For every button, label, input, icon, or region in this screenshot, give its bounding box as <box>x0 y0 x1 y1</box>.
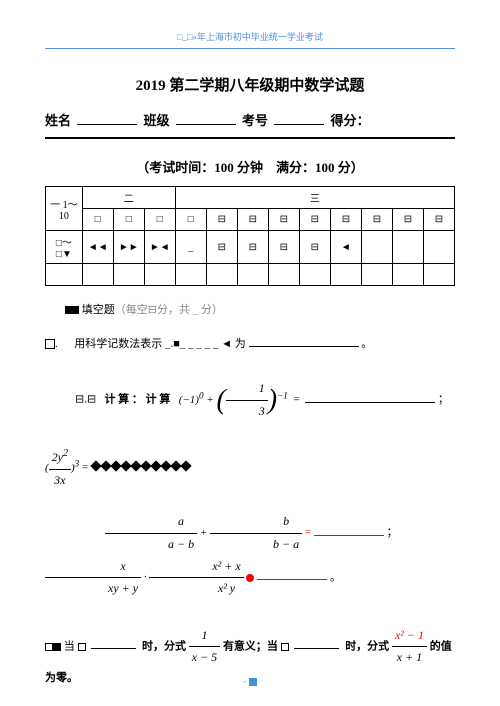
table-cell: ⊟ <box>299 209 330 231</box>
question-4: aa − b + bb − a = ； xxy + y · x² + xx² y… <box>45 511 455 599</box>
q4-expr: aa − b + bb − a <box>105 527 305 539</box>
q1-wei: 为 <box>235 338 246 350</box>
diamond-row <box>91 458 191 478</box>
table-cell: ⊟ <box>330 209 361 231</box>
table-section-1: 一 1～10 <box>46 187 83 231</box>
full-score-label: 满分：100 分） <box>276 160 364 175</box>
table-cell: ⊟ <box>206 209 237 231</box>
table-cell <box>361 264 392 286</box>
exam-no-label: 考号 <box>242 113 268 128</box>
page-footer: - <box>0 676 500 686</box>
table-cell: ►◄ <box>144 231 175 264</box>
section-header: 填空题（每空⊟分，共 _ 分） <box>45 301 455 317</box>
table-cell: □ <box>113 209 144 231</box>
page-header-text: □_□»年上海市初中毕业统一学业考试 <box>45 30 455 43</box>
table-cell: ⊟ <box>423 209 454 231</box>
answer-blank-red <box>314 535 384 536</box>
table-cell: ⊟ <box>268 209 299 231</box>
table-cell: ◄ <box>330 231 361 264</box>
class-blank <box>176 124 236 125</box>
q2-expr: (−1)0 + (13)−1 <box>179 394 291 406</box>
answer-blank-red <box>257 579 327 580</box>
q1-text: 用科学记数法表示 <box>74 338 162 350</box>
bullet-icon <box>45 643 53 651</box>
table-cell: ◄◄ <box>82 231 113 264</box>
table-cell: _ <box>175 231 206 264</box>
q3-expr: (2y23x)3 <box>45 462 82 474</box>
table-cell: ⊟ <box>299 231 330 264</box>
table-cell <box>392 264 423 286</box>
question-1: . 用科学记数法表示 _.■_ _ _ _ _ ◄ 为 。 <box>45 335 455 355</box>
q1-period: 。 <box>361 338 372 350</box>
table-cell <box>144 264 175 286</box>
q-bullet-icon <box>45 339 55 349</box>
table-cell <box>299 264 330 286</box>
header-prefix-icon: □_□» <box>177 32 197 42</box>
table-cell <box>423 231 454 264</box>
section-note: （每空⊟分，共 _ 分） <box>115 304 223 316</box>
answer-blank <box>294 648 339 649</box>
table-cell <box>392 231 423 264</box>
table-cell: ►► <box>113 231 144 264</box>
footer-icon <box>249 678 257 686</box>
student-info-line: 姓名 班级 考号 得分： <box>45 110 455 129</box>
table-cell <box>82 264 113 286</box>
table-cell <box>423 264 454 286</box>
table-cell: ⊟ <box>237 209 268 231</box>
table-cell: ⊟ <box>392 209 423 231</box>
score-table: 一 1～10 二 三 □ □ □ □ ⊟ ⊟ ⊟ ⊟ ⊟ ⊟ ⊟ ⊟ □～□▼ … <box>45 186 455 286</box>
bullet-icon <box>53 643 61 651</box>
table-section-2: 二 <box>82 187 175 209</box>
table-cell <box>46 264 83 286</box>
answer-blank <box>249 346 359 347</box>
table-cell: ⊟ <box>268 231 299 264</box>
exam-no-blank <box>274 124 324 125</box>
q2-label: 计 算 ： 计 算 <box>104 394 170 406</box>
table-cell <box>175 264 206 286</box>
name-label: 姓名 <box>45 113 71 128</box>
score-label: 得分 <box>331 113 357 128</box>
table-cell: □ <box>82 209 113 231</box>
table-cell: ⊟ <box>361 209 392 231</box>
section-mark-icon <box>65 306 79 314</box>
exam-info: （考试时间：100 分钟 满分：100 分） <box>45 157 455 176</box>
table-cell <box>268 264 299 286</box>
class-label: 班级 <box>144 113 170 128</box>
q2-marks: ⊟.⊟ <box>75 394 96 406</box>
table-cell <box>330 264 361 286</box>
table-cell: ⊟ <box>237 231 268 264</box>
question-3: (2y23x)3 = <box>45 445 455 491</box>
document-title: 2019 第二学期八年级期中数学试题 <box>45 74 455 95</box>
header-divider <box>45 48 455 49</box>
answer-blank <box>91 648 136 649</box>
question-2: ⊟.⊟ 计 算 ： 计 算 (−1)0 + (13)−1 = ； <box>45 375 455 425</box>
table-cell <box>361 231 392 264</box>
red-dot-icon <box>246 574 254 582</box>
answer-blank <box>305 402 435 403</box>
table-cell: □～□▼ <box>46 231 83 264</box>
table-cell <box>206 264 237 286</box>
thick-divider <box>45 137 455 139</box>
header-label: 年上海市初中毕业统一学业考试 <box>197 32 323 42</box>
name-blank <box>77 124 137 125</box>
time-label: （考试时间：100 分钟 <box>136 160 263 175</box>
table-cell <box>113 264 144 286</box>
table-section-3: 三 <box>175 187 454 209</box>
table-cell: □ <box>175 209 206 231</box>
table-cell: □ <box>144 209 175 231</box>
table-cell: ⊟ <box>206 231 237 264</box>
q1-marks: _.■_ _ _ _ _ ◄ <box>165 338 232 350</box>
section-label: 填空题 <box>82 304 115 316</box>
table-cell <box>237 264 268 286</box>
